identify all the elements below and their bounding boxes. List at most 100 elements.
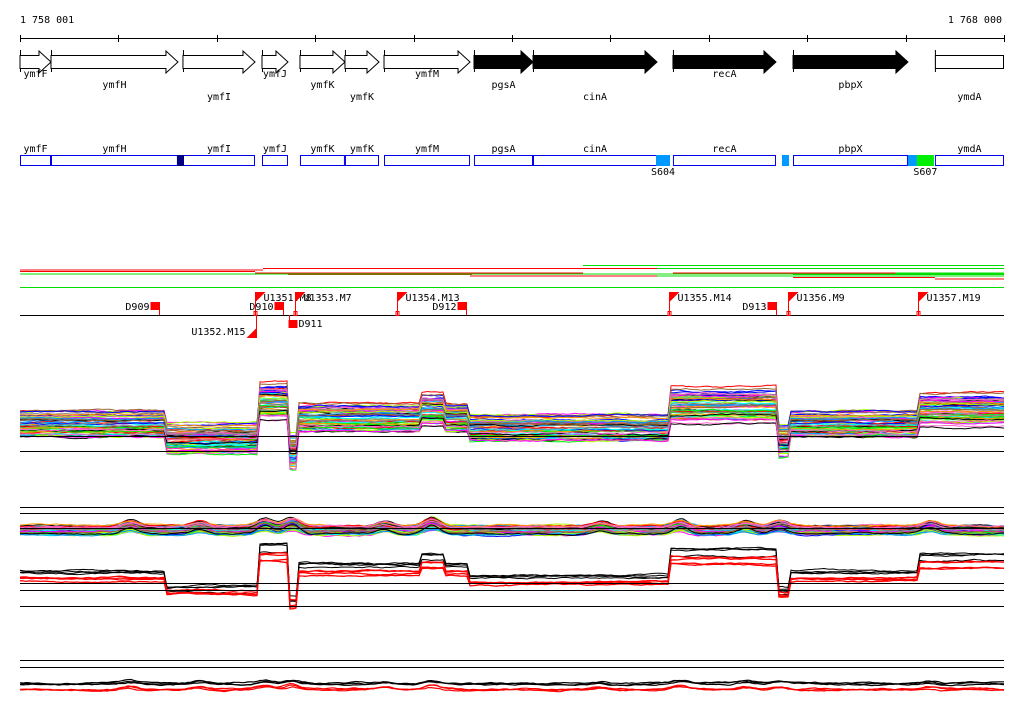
gene-box-recA [672, 155, 776, 166]
marker-label: D913 [742, 302, 766, 313]
highlight-region [656, 155, 670, 166]
gene-box-label: ymfH [102, 144, 126, 155]
highlight-label: S604 [651, 167, 675, 178]
profile-line [19, 525, 1005, 535]
marker-D910[interactable]: D910 [249, 302, 284, 315]
marker-U1356.M9[interactable]: U1356.M9 [786, 292, 845, 316]
gene-arrow [532, 49, 658, 75]
gene-ymfI[interactable]: ymfI [182, 49, 256, 103]
gene-box-label: pbpX [838, 144, 862, 155]
gene-box-label: ymfM [415, 144, 439, 155]
marker-anchor [293, 311, 298, 316]
marker-label: D911 [299, 319, 323, 330]
gene-arrow [473, 49, 534, 75]
profile-line [19, 524, 1004, 537]
marker-U1354.M13[interactable]: U1354.M13 [395, 292, 460, 316]
flag-icon [918, 292, 929, 302]
profile-line [19, 402, 1005, 442]
gene-box-ymfK [344, 155, 379, 166]
gene-label: ymfJ [263, 69, 287, 80]
marker-D912[interactable]: D912 [432, 302, 467, 315]
gene-ymfJ[interactable]: ymfJ [261, 49, 289, 80]
profile-line [19, 679, 1005, 687]
gene-label: ymfI [207, 92, 231, 103]
gene-label: ymfK [310, 80, 334, 91]
gene-box-ymfI [182, 155, 256, 166]
gene-box-ymfM [384, 155, 471, 166]
scale-end-label: 1 768 000 [948, 15, 1002, 26]
highlight-label: S607 [913, 167, 937, 178]
profile-line [20, 684, 1005, 692]
gene-label: pgsA [491, 80, 515, 91]
gene-cinA[interactable]: cinA [532, 49, 658, 103]
gene-arrow [182, 49, 256, 75]
profile-line [19, 401, 1005, 439]
profile-line [19, 408, 1005, 444]
gene-ymfK[interactable]: ymfK [299, 49, 346, 91]
marker-D909[interactable]: D909 [125, 302, 160, 315]
highlight-region [176, 155, 184, 166]
profile-line [19, 411, 1005, 449]
gene-arrow [299, 49, 346, 75]
marker-D911[interactable]: D911 [288, 315, 323, 330]
gene-box-ymfH [50, 155, 178, 166]
gene-recA[interactable]: recA [672, 49, 777, 80]
marker-track: D909 U1351.M8 U1352.M15 D910 D911 U1353.M7 U13… [20, 292, 1004, 338]
flag-icon [246, 328, 257, 338]
gene-box-label: ymfF [23, 144, 47, 155]
marker-D913[interactable]: D913 [742, 302, 777, 315]
gene-box [934, 55, 1005, 69]
gene-box-label: ymdA [957, 144, 981, 155]
gene-arrow [50, 49, 179, 75]
gene-label: ymfH [102, 80, 126, 91]
gene-pgsA[interactable]: pgsA [473, 49, 534, 91]
gene-arrow [792, 49, 909, 75]
gene-arrow [19, 49, 52, 75]
marker-U1352.M15[interactable]: U1352.M15 [191, 315, 257, 338]
gene-box-ymfF [20, 155, 51, 166]
gene-ymdA[interactable]: ymdA [934, 50, 1005, 103]
highlight-region [916, 155, 934, 166]
marker-U1357.M19[interactable]: U1357.M19 [916, 292, 981, 316]
marker-label: U1354.M13 [406, 293, 460, 304]
gene-box-label: ymfK [350, 144, 374, 155]
marker-label: D910 [249, 302, 273, 313]
gene-ymfM[interactable]: ymfM [383, 49, 471, 80]
gene-box-label: ymfI [207, 144, 231, 155]
gene-label: ymfF [23, 69, 47, 80]
gene-pbpX[interactable]: pbpX [792, 49, 909, 91]
gene-box-cinA [533, 155, 658, 166]
gene-box-label: recA [712, 144, 736, 155]
square-marker-icon [457, 302, 467, 310]
gene-label: ymfK [350, 92, 374, 103]
expression-profiles [19, 380, 1005, 693]
marker-U1355.M14[interactable]: U1355.M14 [667, 292, 732, 316]
square-marker-icon [150, 302, 160, 310]
gene-ymfH[interactable]: ymfH [50, 49, 179, 91]
gene-label: ymfM [415, 69, 439, 80]
segment-track [20, 265, 1004, 288]
flag-icon [788, 292, 799, 302]
square-marker-icon [288, 320, 298, 328]
marker-U1351.M8[interactable]: U1351.M8 [253, 292, 312, 316]
gene-arrow [261, 49, 289, 75]
marker-U1353.M7[interactable]: U1353.M7 [293, 292, 352, 316]
profile-line [19, 517, 1005, 528]
gene-box-ymfK [299, 155, 345, 166]
gene-box-ymfJ [261, 155, 288, 166]
profile-line [19, 388, 1005, 450]
gene-ymfK[interactable]: ymfK [344, 49, 380, 103]
gene-ymfF[interactable]: ymfF [19, 49, 52, 80]
gene-arrow [383, 49, 471, 75]
profile-line [19, 391, 1005, 434]
marker-anchor [916, 311, 921, 316]
profile-line [19, 678, 1004, 686]
gene-label: cinA [583, 92, 607, 103]
marker-label: D909 [125, 302, 149, 313]
flag-icon [295, 292, 306, 302]
profile-line [19, 544, 1005, 602]
gene-label: ymdA [957, 92, 981, 103]
profile-line [19, 551, 1004, 597]
marker-label: U1353.M7 [304, 293, 352, 304]
scale-ruler: 1 758 001 1 768 000 [20, 15, 1005, 42]
